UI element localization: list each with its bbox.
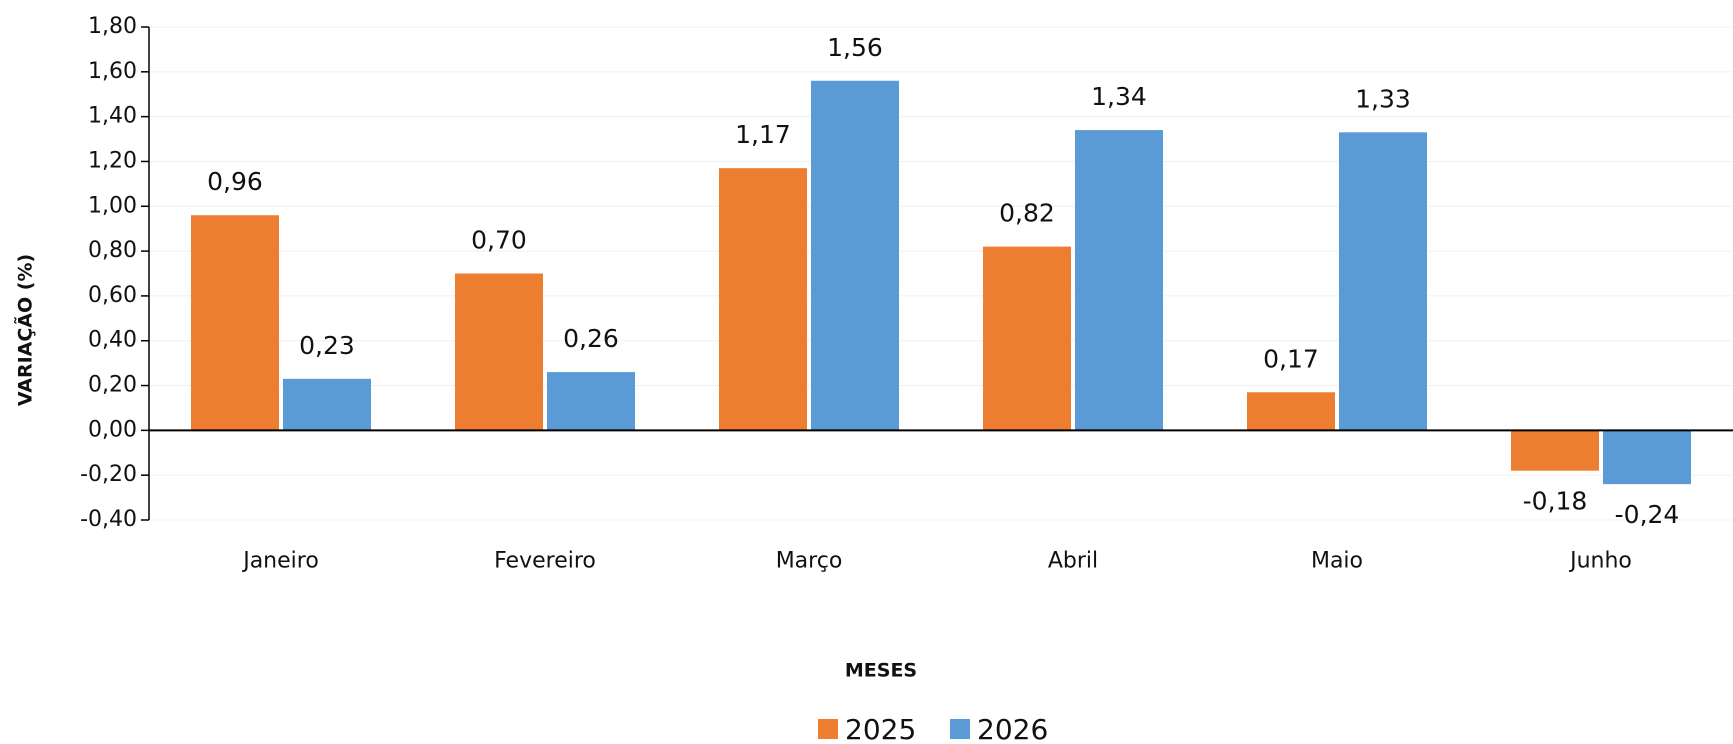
legend-swatch bbox=[950, 719, 970, 739]
data-label: 1,33 bbox=[1355, 84, 1411, 113]
data-label: 0,70 bbox=[471, 226, 527, 255]
y-tick-label: 0,60 bbox=[88, 283, 137, 308]
y-tick-label: 1,40 bbox=[88, 104, 137, 129]
bar bbox=[1075, 130, 1163, 431]
data-label: 1,56 bbox=[827, 33, 883, 62]
y-tick-label: 0,40 bbox=[88, 328, 137, 353]
data-label: 0,82 bbox=[999, 199, 1055, 228]
data-label: 0,26 bbox=[563, 324, 619, 353]
y-axis-label: VARIAÇÃO (%) bbox=[13, 254, 37, 406]
data-label: 0,23 bbox=[299, 331, 355, 360]
bar bbox=[191, 215, 279, 431]
bar bbox=[1247, 392, 1335, 431]
x-tick-label: Abril bbox=[1048, 548, 1098, 573]
y-tick-label: 1,20 bbox=[88, 148, 137, 173]
data-label: 0,17 bbox=[1263, 344, 1319, 373]
data-label: 1,34 bbox=[1091, 82, 1147, 111]
data-label: 0,96 bbox=[207, 167, 263, 196]
bar bbox=[1603, 430, 1691, 485]
bar bbox=[1511, 430, 1599, 471]
legend-label: 2025 bbox=[845, 713, 916, 744]
y-tick-label: -0,40 bbox=[80, 507, 137, 532]
bar bbox=[455, 273, 543, 431]
y-tick-label: 1,00 bbox=[88, 193, 137, 218]
x-tick-label: Janeiro bbox=[241, 548, 319, 573]
y-tick-label: -0,20 bbox=[80, 462, 137, 487]
x-tick-label: Março bbox=[776, 548, 843, 573]
bar bbox=[811, 80, 899, 431]
data-label: -0,24 bbox=[1615, 500, 1680, 529]
y-tick-label: 0,00 bbox=[88, 417, 137, 442]
bar bbox=[719, 168, 807, 431]
x-axis-label: MESES bbox=[845, 660, 917, 682]
bar bbox=[547, 372, 635, 431]
x-tick-label: Junho bbox=[1568, 548, 1632, 573]
y-tick-label: 0,80 bbox=[88, 238, 137, 263]
bar bbox=[983, 246, 1071, 431]
bar bbox=[283, 378, 371, 431]
data-label: -0,18 bbox=[1523, 487, 1588, 516]
data-label: 1,17 bbox=[735, 120, 791, 149]
legend-label: 2026 bbox=[977, 713, 1048, 744]
x-tick-label: Fevereiro bbox=[494, 548, 596, 573]
y-tick-label: 1,80 bbox=[88, 14, 137, 39]
y-tick-label: 1,60 bbox=[88, 59, 137, 84]
y-tick-label: 0,20 bbox=[88, 373, 137, 398]
x-tick-label: Maio bbox=[1311, 548, 1363, 573]
bar bbox=[1339, 132, 1427, 431]
legend-swatch bbox=[818, 719, 838, 739]
